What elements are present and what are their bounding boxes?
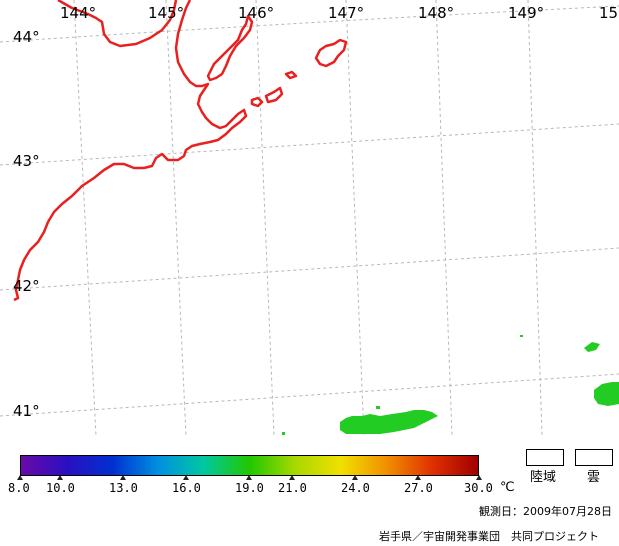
- tick-label-10: 10.0: [46, 481, 75, 495]
- tick-label-19: 19.0: [235, 481, 264, 495]
- tick-label-24: 24.0: [341, 481, 370, 495]
- colorbar-unit: ℃: [500, 480, 515, 495]
- sst-observed-patches: [282, 335, 619, 435]
- longitude-label-147: 147°: [328, 4, 365, 22]
- credit-line: 岩手県／宇宙開発事業団 共同プロジェクト: [379, 530, 599, 543]
- latitude-label-43: 43°: [13, 152, 40, 170]
- land-legend-label: 陸域: [530, 470, 557, 485]
- sst-patch-speck-3: [282, 432, 285, 435]
- cloud-legend-label: 雲: [587, 470, 601, 485]
- longitude-line-146: [255, 0, 275, 436]
- longitude-label-148: 148°: [418, 4, 455, 22]
- tick-mark-16: [183, 475, 189, 480]
- latitude-line-42: [0, 247, 619, 291]
- tick-mark-21: [289, 475, 295, 480]
- hokkaido-coast: [57, 0, 178, 48]
- map-canvas: [0, 0, 619, 436]
- longitude-line-144: [73, 0, 97, 436]
- observation-date: 観測日：2009年07月28日: [479, 505, 612, 518]
- sst-patch-east: [584, 342, 600, 352]
- longitude-line-145: [165, 0, 187, 436]
- tick-label-13: 13.0: [109, 481, 138, 495]
- sst-patch-speck-1: [376, 406, 380, 409]
- tick-mark-8: [17, 475, 23, 480]
- latitude-label-41: 41°: [13, 402, 40, 420]
- graticule: [0, 0, 619, 436]
- tick-label-30: 30.0: [464, 481, 493, 495]
- sst-patch-speck-2: [520, 335, 523, 337]
- sst-patch-southeast: [594, 382, 619, 406]
- tick-label-8: 8.0: [8, 481, 30, 495]
- longitude-label-145: 145°: [148, 4, 185, 22]
- temperature-colorbar: [20, 455, 479, 476]
- shikotan-coast: [284, 70, 298, 80]
- tick-label-21: 21.0: [278, 481, 307, 495]
- tick-mark-13: [120, 475, 126, 480]
- etorofu-coast: [314, 38, 348, 68]
- tick-label-16: 16.0: [172, 481, 201, 495]
- kunashiri-coast: [206, 14, 254, 82]
- latitude-line-41: [0, 373, 619, 417]
- tick-mark-19: [246, 475, 252, 480]
- land-legend-swatch: [526, 449, 564, 466]
- latitude-line-43: [0, 123, 619, 166]
- tick-mark-24: [352, 475, 358, 480]
- tick-mark-27: [415, 475, 421, 480]
- longitude-label-146: 146°: [238, 4, 275, 22]
- longitude-line-149: [527, 0, 543, 436]
- tick-mark-10: [57, 475, 63, 480]
- latitude-line-44: [0, 5, 619, 43]
- cloud-legend-swatch: [575, 449, 613, 466]
- latitude-label-44: 44°: [13, 28, 40, 46]
- longitude-label-149: 149°: [508, 4, 545, 22]
- map-area: [0, 0, 619, 436]
- sst-patch-south: [340, 410, 438, 434]
- latitude-label-42: 42°: [13, 277, 40, 295]
- shiretoko-kushiro-coast: [13, 0, 248, 302]
- longitude-line-147: [345, 0, 365, 436]
- tick-label-27: 27.0: [404, 481, 433, 495]
- longitude-label-150: 15: [599, 4, 619, 22]
- longitude-line-148: [435, 0, 453, 436]
- habomai-islands: [250, 86, 284, 108]
- tick-mark-30: [476, 475, 482, 480]
- longitude-label-144: 144°: [60, 4, 97, 22]
- coastline: [13, 0, 348, 302]
